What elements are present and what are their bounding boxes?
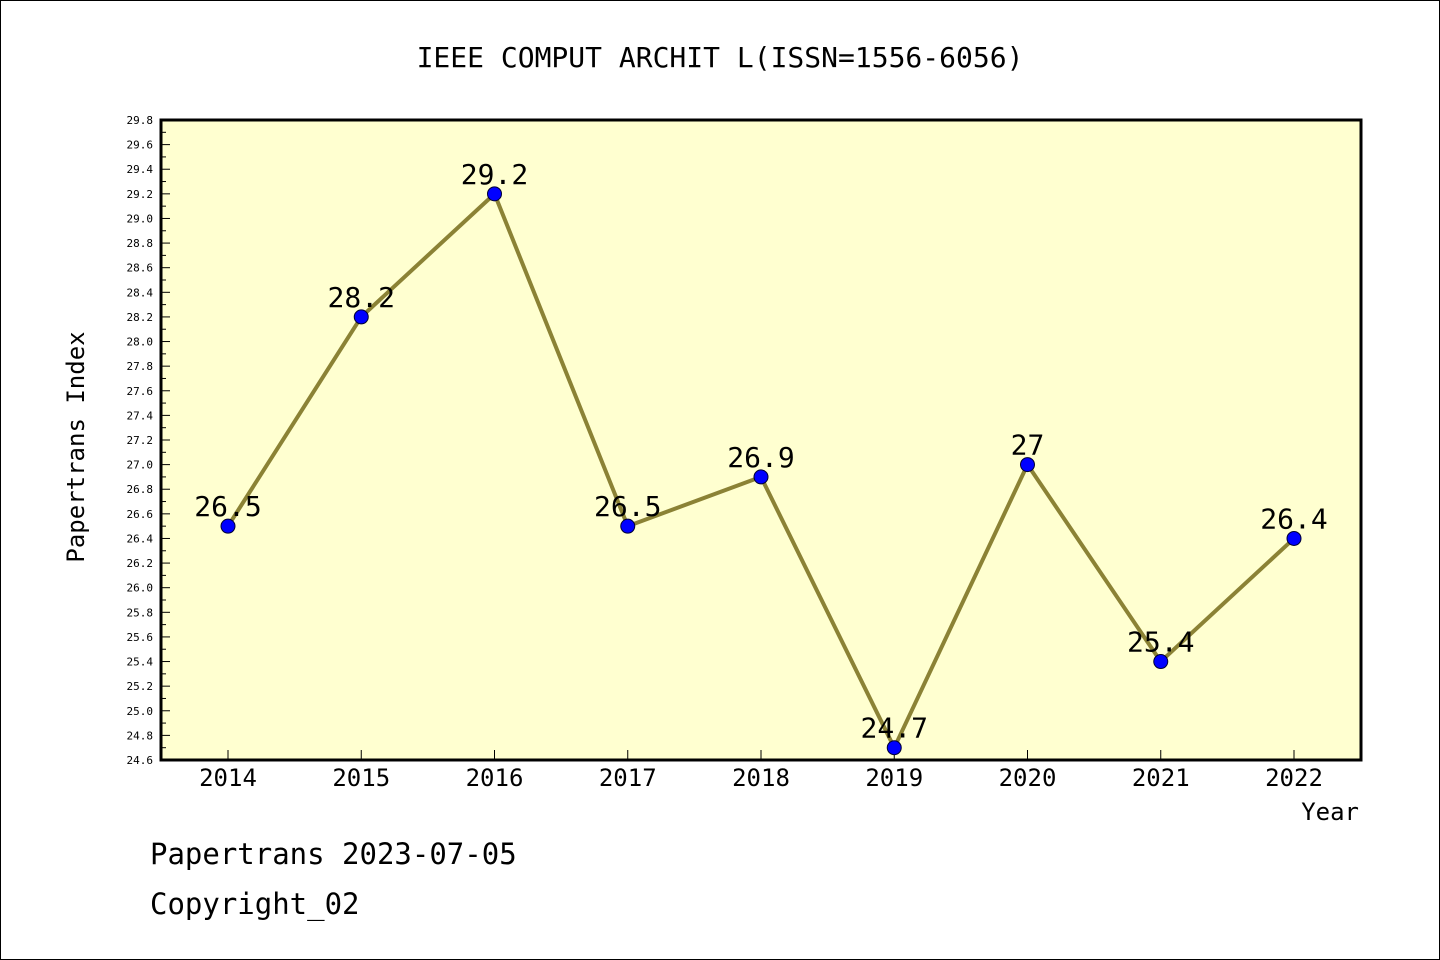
y-tick-label: 27.8 (127, 360, 154, 373)
y-tick-label: 26.2 (127, 557, 154, 570)
y-tick-label: 26.8 (127, 483, 154, 496)
x-axis-label: Year (1301, 798, 1359, 826)
y-tick-label: 29.2 (127, 188, 154, 201)
x-tick-label: 2019 (865, 764, 923, 792)
data-point (886, 740, 902, 756)
footer-date: Papertrans 2023-07-05 (150, 837, 517, 871)
x-tick-label: 2017 (599, 764, 657, 792)
data-label: 27 (1011, 429, 1045, 462)
data-label: 25.4 (1127, 626, 1194, 659)
y-tick-label: 28.4 (127, 286, 154, 299)
y-tick-label: 28.8 (127, 237, 154, 250)
data-label: 26.5 (594, 490, 661, 523)
x-tick-label: 2014 (199, 764, 257, 792)
y-tick-label: 25.8 (127, 606, 154, 619)
y-tick-label: 29.0 (127, 212, 154, 225)
x-tick-label: 2015 (332, 764, 390, 792)
y-tick-label: 26.6 (127, 508, 154, 521)
y-tick-label: 28.0 (127, 336, 154, 349)
data-label: 26.9 (727, 441, 794, 474)
data-point (753, 469, 769, 485)
y-tick-label: 28.2 (127, 311, 154, 324)
data-label: 26.4 (1260, 502, 1327, 535)
data-point (1020, 457, 1035, 473)
plot-area (159, 118, 1363, 762)
data-label: 24.7 (861, 712, 928, 745)
y-tick-label: 29.6 (127, 139, 154, 152)
y-tick-label: 25.6 (127, 631, 154, 644)
y-tick-label: 25.4 (127, 656, 154, 669)
y-axis-label: Papertrans Index (62, 331, 90, 562)
data-markers (220, 186, 1302, 756)
y-tick-label: 24.8 (127, 729, 154, 742)
y-tick-label: 26.0 (127, 582, 154, 595)
data-point (353, 309, 369, 325)
y-tick-label: 25.2 (127, 680, 154, 693)
x-tick-label: 2021 (1132, 764, 1190, 792)
footer-copyright: Copyright_02 (150, 887, 360, 922)
data-point (620, 518, 636, 534)
data-label: 29.2 (461, 158, 528, 191)
x-axis: 2014 2015 2016 2017 2018 2019 2020 2021 2022 (199, 750, 1323, 792)
y-tick-label: 29.4 (127, 163, 154, 176)
x-tick-label: 2022 (1265, 764, 1323, 792)
y-tick-label: 28.6 (127, 262, 154, 275)
data-point (1286, 530, 1302, 546)
data-point (487, 186, 502, 202)
data-label: 28.2 (328, 281, 395, 314)
y-tick-label: 27.6 (127, 385, 154, 398)
data-labels: 26.5 28.2 29.2 26.5 26.9 24.7 27 25.4 26.4 (194, 158, 1327, 745)
y-tick-label: 27.2 (127, 434, 154, 447)
data-point (1153, 654, 1169, 670)
chart-title: IEEE COMPUT ARCHIT L(ISSN=1556-6056) (417, 41, 1024, 74)
y-tick-label: 25.0 (127, 705, 154, 718)
y-tick-label: 26.4 (127, 532, 154, 545)
y-tick-label: 24.6 (127, 754, 154, 767)
y-tick-label: 27.4 (127, 409, 154, 422)
y-axis: 24.6 24.8 25.0 25.2 25.4 25.6 25.8 26.0 26.2 26.4… (127, 114, 170, 767)
x-tick-label: 2018 (732, 764, 790, 792)
data-point (220, 518, 236, 534)
y-tick-label: 29.8 (127, 114, 154, 127)
x-tick-label: 2020 (999, 764, 1057, 792)
y-tick-label: 27.0 (127, 459, 154, 472)
data-label: 26.5 (194, 490, 261, 523)
x-tick-label: 2016 (466, 764, 524, 792)
